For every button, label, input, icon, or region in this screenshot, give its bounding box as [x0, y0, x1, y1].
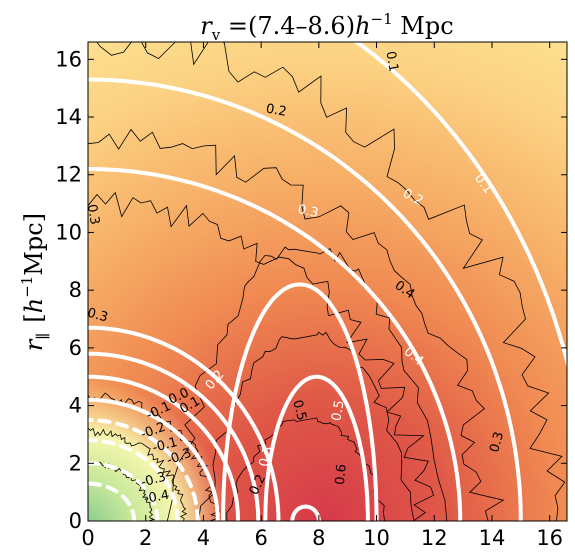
- y-tick-label: 4: [69, 394, 82, 418]
- x-tick-label: 2: [139, 526, 152, 550]
- measured-contour-line: [88, 191, 435, 521]
- plot-area: 0.10.20.10.20.30.30.40.30.40.20.5 0.50.00…: [84, 42, 567, 521]
- model-contour-line: [88, 461, 160, 521]
- contour-label: 0.6: [333, 464, 350, 486]
- model-contour-line: [88, 397, 220, 521]
- x-tick-label: 4: [197, 526, 210, 550]
- x-tick-label: 14: [479, 526, 506, 550]
- contour-label: 0.1: [382, 50, 400, 73]
- measured-contour-line: [88, 392, 221, 521]
- model-contour-line: [88, 438, 180, 521]
- y-tick-label: 14: [55, 105, 82, 129]
- y-tick-label: 16: [55, 47, 82, 71]
- chart-title: rv =(7.4–8.6)h−1 Mpc: [200, 10, 453, 44]
- model-contour-line: [88, 325, 281, 521]
- model-contour-line: [221, 282, 379, 521]
- x-tick-label: 12: [421, 526, 448, 550]
- model-contour-line: [353, 42, 567, 370]
- y-tick-label: 8: [69, 278, 82, 302]
- model-contour-line: [88, 351, 261, 521]
- contour-label: 0.3: [86, 306, 110, 326]
- y-tick-label: 10: [55, 220, 82, 244]
- contour-label: 0.2: [265, 102, 288, 120]
- model-contour-line: [88, 374, 240, 521]
- contour-label: -0.4: [143, 488, 171, 507]
- contour-label: -0.1: [151, 435, 179, 456]
- x-tick-label: 10: [363, 526, 390, 550]
- y-tick-label: 2: [69, 451, 82, 475]
- contour-label: 0.3: [84, 203, 102, 226]
- measured-contour-line: [96, 42, 566, 521]
- contour-label: 0.3: [487, 430, 507, 454]
- contour-label: 0.5: [329, 399, 347, 422]
- model-contour-line: [263, 374, 370, 521]
- y-tick-label: 6: [69, 336, 82, 360]
- contour-label: 0.3: [257, 445, 277, 469]
- model-contour-line: [290, 504, 321, 521]
- measured-contour-line: [166, 246, 448, 521]
- y-tick-label: 0: [69, 509, 82, 533]
- plot-frame: [87, 41, 568, 522]
- model-contour-line: [88, 481, 137, 521]
- x-tick-label: 6: [254, 526, 267, 550]
- y-axis-ticks: 0 2 4 6 8 10 12 14 16: [55, 47, 567, 533]
- y-axis-label: r∥[h−1Mpc]: [18, 213, 52, 351]
- x-axis-ticks: 0 2 4 6 8 10 12 14 16: [81, 42, 563, 550]
- measured-contour-line: [88, 427, 188, 521]
- model-contour-line: [88, 418, 200, 521]
- y-tick-label: 12: [55, 163, 82, 187]
- contour-label: 0.3: [296, 202, 319, 221]
- model-contours: [88, 42, 567, 521]
- x-tick-label: 16: [536, 526, 563, 550]
- x-tick-label: 8: [312, 526, 325, 550]
- measured-contour-line: [88, 128, 505, 521]
- model-contour-line: [88, 167, 463, 521]
- contour-label: 0.5: [289, 398, 309, 422]
- model-contour-line: [88, 77, 523, 521]
- x-tick-label: 0: [81, 526, 94, 550]
- contour-label: -0.3: [139, 470, 167, 491]
